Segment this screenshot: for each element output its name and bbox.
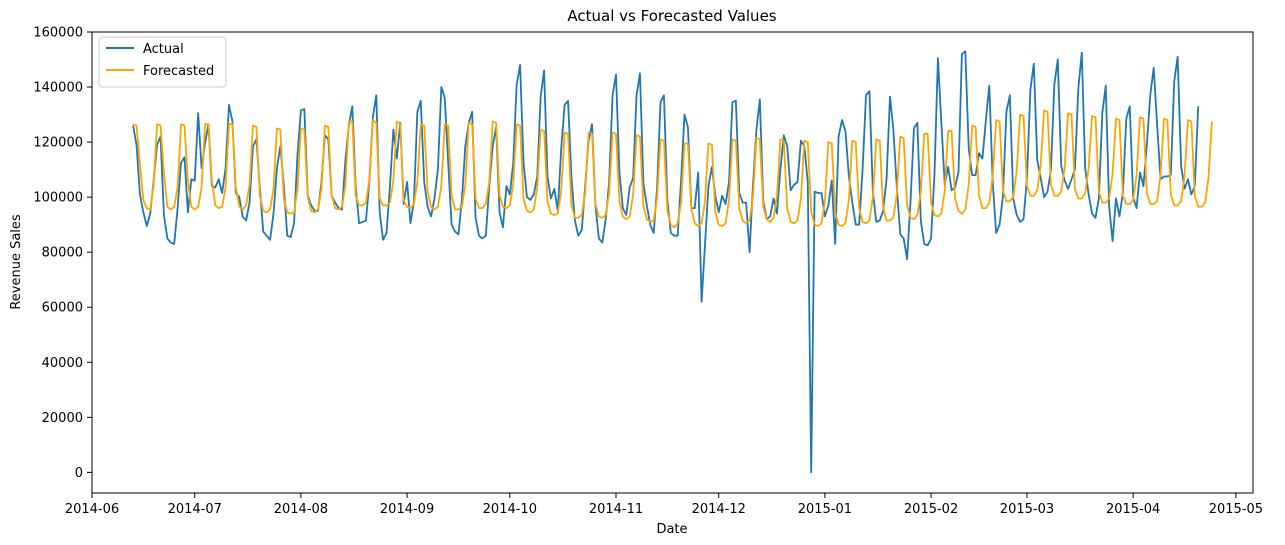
- x-tick-label: 2014-11: [589, 502, 643, 517]
- legend-box: [98, 36, 227, 88]
- y-tick-label: 120000: [33, 136, 83, 151]
- legend-label-actual: Actual: [143, 42, 184, 57]
- y-tick-label: 80000: [42, 246, 83, 261]
- y-axis-label: Revenue Sales: [9, 214, 24, 310]
- x-tick-label: 2015-01: [798, 502, 852, 517]
- x-tick-label: 2014-06: [65, 502, 119, 517]
- chart-title: Actual vs Forecasted Values: [567, 7, 776, 25]
- y-tick-label: 0: [75, 466, 83, 481]
- x-tick-label: 2014-10: [483, 502, 537, 517]
- x-axis: 2014-06 2014-07 2014-08 2014-09 2014-10 2014-…: [65, 493, 1263, 517]
- y-axis: 0 20000 40000 60000 80000 100000 120000 140000 1…: [33, 26, 92, 481]
- series-line-actual: [132, 50, 1200, 474]
- x-tick-label: 2014-07: [168, 502, 222, 517]
- series-line-forecasted: [132, 109, 1213, 229]
- y-tick-label: 40000: [42, 356, 83, 371]
- y-tick-label: 160000: [33, 26, 83, 41]
- x-tick-label: 2015-02: [904, 502, 958, 517]
- x-tick-label: 2015-04: [1106, 502, 1160, 517]
- y-tick-label: 20000: [42, 411, 83, 426]
- series-layer: [132, 50, 1213, 474]
- y-tick-label: 60000: [42, 301, 83, 316]
- x-tick-label: 2015-03: [1000, 502, 1054, 517]
- plot-frame: [91, 31, 1254, 494]
- x-tick-label: 2014-09: [380, 502, 434, 517]
- legend-label-forecasted: Forecasted: [143, 64, 214, 79]
- y-tick-label: 100000: [33, 191, 83, 206]
- legend: Actual Forecasted: [98, 36, 227, 88]
- y-tick-label: 140000: [33, 81, 83, 96]
- x-tick-label: 2014-12: [692, 502, 746, 517]
- x-tick-label: 2015-05: [1209, 502, 1263, 517]
- x-axis-label: Date: [656, 522, 687, 537]
- x-tick-label: 2014-08: [274, 502, 328, 517]
